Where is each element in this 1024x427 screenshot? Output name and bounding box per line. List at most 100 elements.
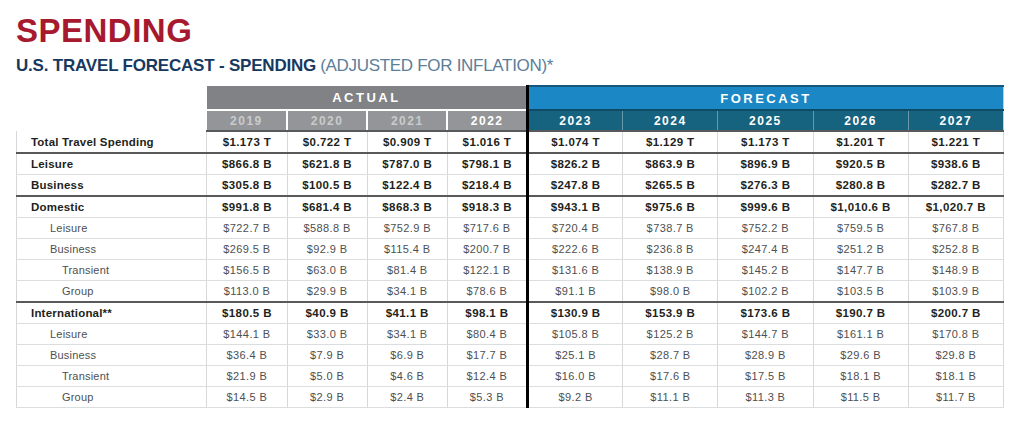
value-cell: $115.4 B [367,239,447,260]
year-header-spacer [17,110,207,131]
value-cell: $759.5 B [813,218,908,239]
value-cell: $156.5 B [207,260,287,281]
year-column-header: 2026 [813,110,908,131]
value-cell: $92.9 B [287,239,367,260]
value-cell: $920.5 B [813,153,908,175]
value-cell: $1,010.6 B [813,196,908,218]
value-cell: $21.9 B [207,366,287,387]
table-row: Group$14.5 B$2.9 B$2.4 B$5.3 B$9.2 B$11.… [17,387,1004,408]
year-column-header: 2021 [367,110,447,131]
row-label: Business [17,239,207,260]
value-cell: $5.3 B [447,387,527,408]
value-cell: $41.1 B [367,302,447,324]
value-cell: $752.9 B [367,218,447,239]
value-cell: $276.3 B [718,175,813,197]
value-cell: $130.9 B [527,302,622,324]
year-column-header: 2019 [207,110,287,131]
spending-table: ACTUAL FORECAST 201920202021202220232024… [16,85,1004,408]
table-row: Leisure$866.8 B$621.8 B$787.0 B$798.1 B$… [17,153,1004,175]
table-row: Transient$21.9 B$5.0 B$4.6 B$12.4 B$16.0… [17,366,1004,387]
value-cell: $102.2 B [718,281,813,303]
value-cell: $25.1 B [527,345,622,366]
value-cell: $7.9 B [287,345,367,366]
table-row: International**$180.5 B$40.9 B$41.1 B$98… [17,302,1004,324]
value-cell: $18.1 B [813,366,908,387]
value-cell: $269.5 B [207,239,287,260]
value-cell: $218.4 B [447,175,527,197]
value-cell: $98.0 B [623,281,718,303]
value-cell: $280.8 B [813,175,908,197]
value-cell: $305.8 B [207,175,287,197]
value-cell: $29.9 B [287,281,367,303]
value-cell: $147.7 B [813,260,908,281]
value-cell: $11.5 B [813,387,908,408]
value-cell: $1.173 T [207,131,287,153]
page-subtitle: U.S. TRAVEL FORECAST - SPENDING(ADJUSTED… [16,56,1009,76]
value-cell: $975.6 B [623,196,718,218]
table-row: Total Travel Spending$1.173 T$0.722 T$0.… [17,131,1004,153]
value-cell: $14.5 B [207,387,287,408]
year-column-header: 2025 [718,110,813,131]
spending-table-body: Total Travel Spending$1.173 T$0.722 T$0.… [17,131,1004,408]
value-cell: $999.6 B [718,196,813,218]
value-cell: $236.8 B [623,239,718,260]
value-cell: $113.0 B [207,281,287,303]
value-cell: $2.9 B [287,387,367,408]
value-cell: $247.8 B [527,175,622,197]
value-cell: $943.1 B [527,196,622,218]
row-label: Leisure [17,218,207,239]
value-cell: $752.2 B [718,218,813,239]
value-cell: $11.1 B [623,387,718,408]
value-cell: $98.1 B [447,302,527,324]
row-label: Transient [17,260,207,281]
row-label: Leisure [17,153,207,175]
table-row: Transient$156.5 B$63.0 B$81.4 B$122.1 B$… [17,260,1004,281]
value-cell: $100.5 B [287,175,367,197]
value-cell: $1.201 T [813,131,908,153]
row-label: Total Travel Spending [17,131,207,153]
value-cell: $6.9 B [367,345,447,366]
value-cell: $34.1 B [367,324,447,345]
value-cell: $2.4 B [367,387,447,408]
year-column-header: 2027 [908,110,1003,131]
value-cell: $251.2 B [813,239,908,260]
value-cell: $17.5 B [718,366,813,387]
row-label: Leisure [17,324,207,345]
row-label: Transient [17,366,207,387]
value-cell: $36.4 B [207,345,287,366]
value-cell: $17.7 B [447,345,527,366]
year-column-header: 2020 [287,110,367,131]
value-cell: $621.8 B [287,153,367,175]
value-cell: $1.129 T [623,131,718,153]
subtitle-main: U.S. TRAVEL FORECAST - SPENDING [16,56,316,75]
value-cell: $265.5 B [623,175,718,197]
subtitle-note: (ADJUSTED FOR INFLATION)* [320,56,553,75]
value-cell: $29.6 B [813,345,908,366]
row-label: Group [17,387,207,408]
value-cell: $103.9 B [908,281,1003,303]
value-cell: $34.1 B [367,281,447,303]
value-cell: $11.7 B [908,387,1003,408]
page-title: SPENDING [16,12,1009,50]
table-row: Group$113.0 B$29.9 B$34.1 B$78.6 B$91.1 … [17,281,1004,303]
value-cell: $138.9 B [623,260,718,281]
year-column-header: 2024 [623,110,718,131]
value-cell: $222.6 B [527,239,622,260]
forecast-band-header: FORECAST [527,86,1003,110]
value-cell: $798.1 B [447,153,527,175]
value-cell: $190.7 B [813,302,908,324]
row-label: Business [17,345,207,366]
table-row: Business$269.5 B$92.9 B$115.4 B$200.7 B$… [17,239,1004,260]
value-cell: $131.6 B [527,260,622,281]
value-cell: $144.7 B [718,324,813,345]
value-cell: $1.074 T [527,131,622,153]
value-cell: $122.4 B [367,175,447,197]
year-column-header: 2023 [527,110,622,131]
value-cell: $247.4 B [718,239,813,260]
table-row: Domestic$991.8 B$681.4 B$868.3 B$918.3 B… [17,196,1004,218]
value-cell: $681.4 B [287,196,367,218]
value-cell: $282.7 B [908,175,1003,197]
value-cell: $1,020.7 B [908,196,1003,218]
value-cell: $200.7 B [908,302,1003,324]
value-cell: $12.4 B [447,366,527,387]
